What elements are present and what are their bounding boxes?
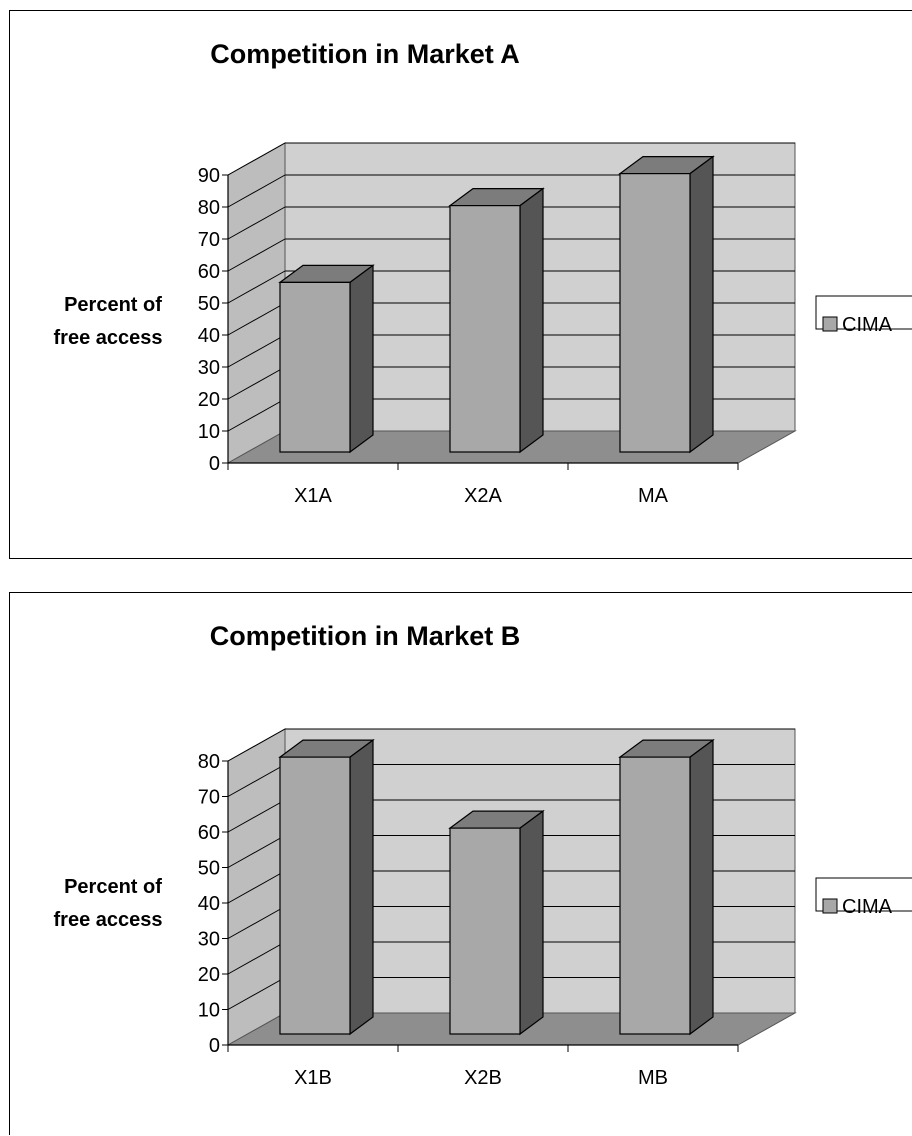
gridline [227, 728, 286, 762]
bar-side [689, 738, 714, 1036]
chart-market-a: Competition in Market A Percent of free … [54, 39, 912, 507]
y-tick-label: 0 [209, 1035, 220, 1057]
bar-side [349, 738, 374, 1036]
gridline [227, 174, 286, 208]
chart-market-b: Competition in Market B Percent of free … [54, 621, 912, 1089]
bar-front [279, 281, 351, 453]
y-tick-label: 30 [198, 929, 220, 951]
legend: CIMA [815, 295, 912, 336]
bar [278, 738, 375, 1036]
bar [448, 809, 545, 1036]
y-tick-label: 40 [198, 325, 220, 347]
bar-side [519, 187, 544, 454]
gridline [227, 142, 286, 176]
y-tick-label: 0 [209, 453, 220, 475]
gridline [227, 835, 286, 868]
bar [618, 155, 715, 454]
y-tick-label: 60 [198, 822, 220, 844]
bar-front [279, 756, 351, 1035]
gridline [227, 238, 286, 272]
y-tick-label: 10 [198, 421, 220, 443]
y-axis-label: Percent of [64, 876, 162, 898]
bar-front [449, 205, 521, 453]
y-tick-label: 40 [198, 893, 220, 915]
y-tick-label: 90 [198, 165, 220, 187]
plot-area: 0 10 20 30 40 50 60 70 80 90 X1A X2A MA [198, 142, 797, 507]
bar [618, 738, 715, 1036]
y-tick-label: 30 [198, 357, 220, 379]
y-tick-label: 50 [198, 858, 220, 880]
gridline [227, 366, 286, 400]
bar-side [689, 155, 714, 454]
bar-side [349, 264, 374, 454]
y-tick-label: 80 [198, 197, 220, 219]
gridline [227, 302, 286, 336]
x-tick-label: MB [638, 1067, 668, 1089]
gridline [227, 870, 286, 904]
plot-area: 0 10 20 30 40 50 60 70 80 X1B X2B MB [198, 728, 797, 1089]
y-axis-label: free access [54, 327, 163, 349]
bar [448, 187, 545, 454]
chart-panel-market-b: Competition in Market B Percent of free … [9, 592, 912, 1135]
chart-title: Competition in Market A [210, 39, 520, 69]
gridline [227, 799, 286, 833]
chart-title: Competition in Market B [210, 621, 521, 651]
y-tick-label: 60 [198, 261, 220, 283]
legend-swatch [822, 316, 838, 332]
gridline [227, 906, 286, 939]
legend-label: CIMA [842, 314, 893, 336]
gridline [227, 206, 286, 240]
x-tick-label: X1A [294, 485, 332, 507]
x-tick-label: MA [638, 485, 669, 507]
bar-front [619, 173, 691, 453]
x-tick-label: X2B [464, 1067, 502, 1089]
y-axis-label: Percent of [64, 294, 162, 316]
x-tick-label: X2A [464, 485, 502, 507]
bar-side [519, 809, 544, 1036]
y-axis-label: free access [54, 909, 163, 931]
x-tick-label: X1B [294, 1067, 332, 1089]
bar-front [449, 827, 521, 1035]
y-tick-label: 70 [198, 229, 220, 251]
y-tick-label: 80 [198, 751, 220, 773]
y-tick-label: 20 [198, 389, 220, 411]
legend-swatch [822, 898, 838, 914]
bar [278, 264, 375, 454]
y-tick-label: 10 [198, 1000, 220, 1022]
legend-label: CIMA [842, 896, 893, 918]
y-tick-label: 20 [198, 964, 220, 986]
chart-panel-market-a: Competition in Market A Percent of free … [9, 10, 912, 559]
gridline [227, 764, 286, 797]
gridline [227, 398, 286, 432]
y-tick-label: 70 [198, 787, 220, 809]
gridline [227, 270, 286, 304]
gridline [227, 977, 286, 1010]
gridline [227, 334, 286, 368]
bar-front [619, 756, 691, 1035]
y-tick-label: 50 [198, 293, 220, 315]
gridline [227, 941, 286, 975]
legend: CIMA [815, 877, 912, 918]
